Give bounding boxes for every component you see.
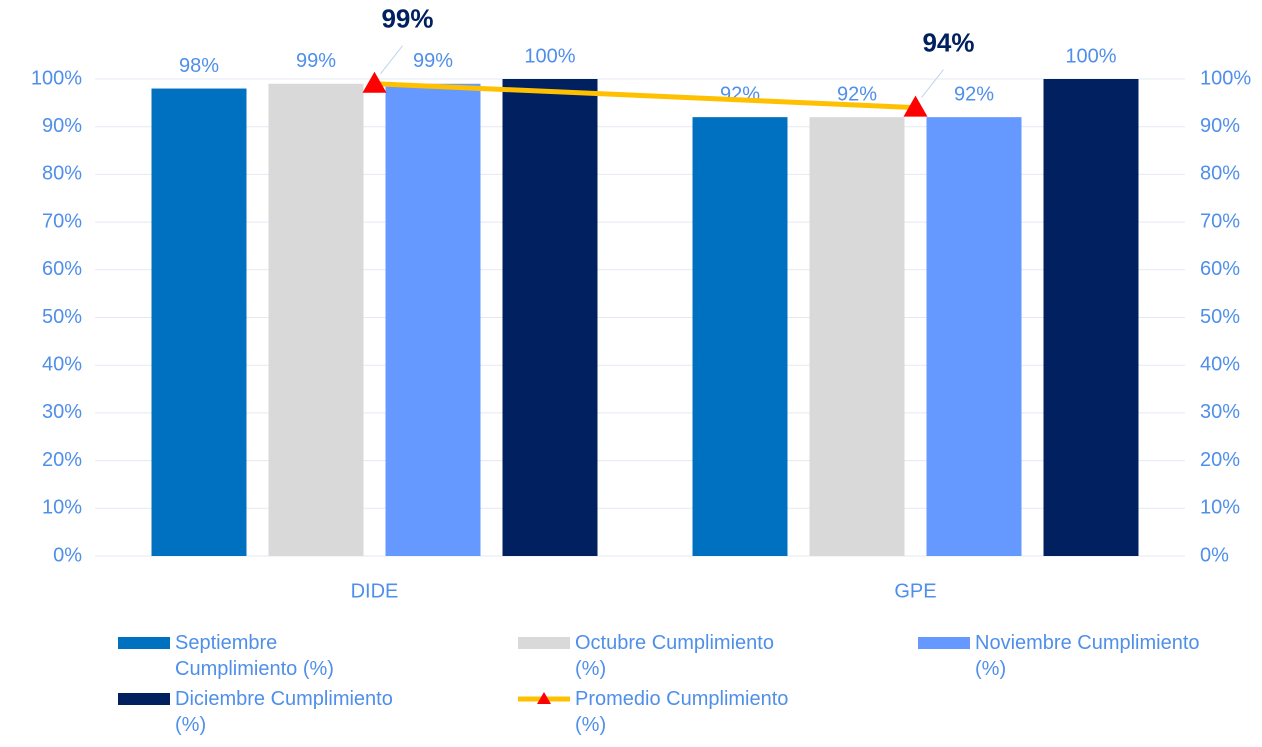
y-tick-label: 40% bbox=[42, 353, 82, 375]
y-tick-label: 60% bbox=[42, 258, 82, 280]
value-label: 100% bbox=[1065, 45, 1116, 67]
legend-label: Septiembre Cumplimiento (%) bbox=[175, 632, 334, 680]
value-label: 98% bbox=[179, 55, 219, 77]
marker bbox=[362, 71, 387, 93]
y-tick-label: 30% bbox=[42, 401, 82, 423]
legend-item: Septiembre Cumplimiento (%) bbox=[118, 630, 518, 686]
y2-tick-label: 30% bbox=[1200, 401, 1240, 423]
y2-tick-label: 0% bbox=[1200, 544, 1229, 566]
y-tick-label: 50% bbox=[42, 306, 82, 328]
bar bbox=[692, 117, 788, 556]
legend-item: Noviembre Cumplimiento (%) bbox=[918, 630, 1262, 686]
x-tick-label: DIDE bbox=[351, 580, 399, 602]
x-tick-label: GPE bbox=[894, 580, 936, 602]
y-tick-label: 100% bbox=[31, 67, 82, 89]
legend-label: Diciembre Cumplimiento (%) bbox=[175, 688, 393, 736]
line bbox=[374, 81, 916, 111]
legend-swatch bbox=[518, 692, 570, 704]
value-label: 92% bbox=[837, 83, 877, 105]
legend-swatch bbox=[118, 637, 170, 649]
y2-tick-label: 80% bbox=[1200, 163, 1240, 185]
legend-marker bbox=[537, 692, 551, 704]
bar bbox=[809, 117, 905, 556]
y2-tick-label: 40% bbox=[1200, 353, 1240, 375]
y2-tick-label: 60% bbox=[1200, 258, 1240, 280]
y2-tick-label: 100% bbox=[1200, 67, 1251, 89]
y-tick-label: 0% bbox=[53, 544, 82, 566]
legend-item: Octubre Cumplimiento (%) bbox=[518, 630, 918, 686]
y-tick-label: 80% bbox=[42, 163, 82, 185]
bar bbox=[926, 117, 1022, 556]
y-tick-label: 20% bbox=[42, 449, 82, 471]
legend-swatch bbox=[918, 637, 970, 649]
line-value-label: 99% bbox=[381, 4, 433, 34]
legend-item: Diciembre Cumplimiento (%) bbox=[118, 686, 518, 742]
legend-swatch bbox=[518, 637, 570, 649]
legend-rect bbox=[518, 637, 570, 649]
legend-item: Promedio Cumplimiento (%) bbox=[518, 686, 918, 742]
legend-rect bbox=[118, 637, 170, 649]
bar bbox=[268, 83, 364, 557]
value-label: 100% bbox=[524, 45, 575, 67]
bar bbox=[151, 88, 247, 556]
y-tick-label: 10% bbox=[42, 497, 82, 519]
legend-rect bbox=[118, 693, 170, 705]
line-value-label: 94% bbox=[922, 27, 974, 57]
leader-line bbox=[921, 69, 944, 98]
value-label: 99% bbox=[296, 50, 336, 72]
bar bbox=[1043, 79, 1139, 556]
legend-label: Promedio Cumplimiento (%) bbox=[575, 688, 789, 736]
y-tick-label: 90% bbox=[42, 115, 82, 137]
y2-tick-label: 90% bbox=[1200, 115, 1240, 137]
legend-label: Noviembre Cumplimiento (%) bbox=[975, 632, 1200, 680]
bar bbox=[502, 79, 598, 556]
legend-swatch bbox=[118, 693, 170, 705]
leader-line bbox=[380, 45, 403, 75]
legend-label: Octubre Cumplimiento (%) bbox=[575, 632, 774, 680]
y2-tick-label: 20% bbox=[1200, 449, 1240, 471]
marker bbox=[903, 95, 928, 117]
bar bbox=[385, 83, 481, 557]
y2-tick-label: 70% bbox=[1200, 210, 1240, 232]
y-tick-label: 70% bbox=[42, 210, 82, 232]
legend-rect bbox=[918, 637, 970, 649]
value-label: 99% bbox=[413, 50, 453, 72]
y2-tick-label: 50% bbox=[1200, 306, 1240, 328]
value-label: 92% bbox=[954, 83, 994, 105]
y2-tick-label: 10% bbox=[1200, 497, 1240, 519]
